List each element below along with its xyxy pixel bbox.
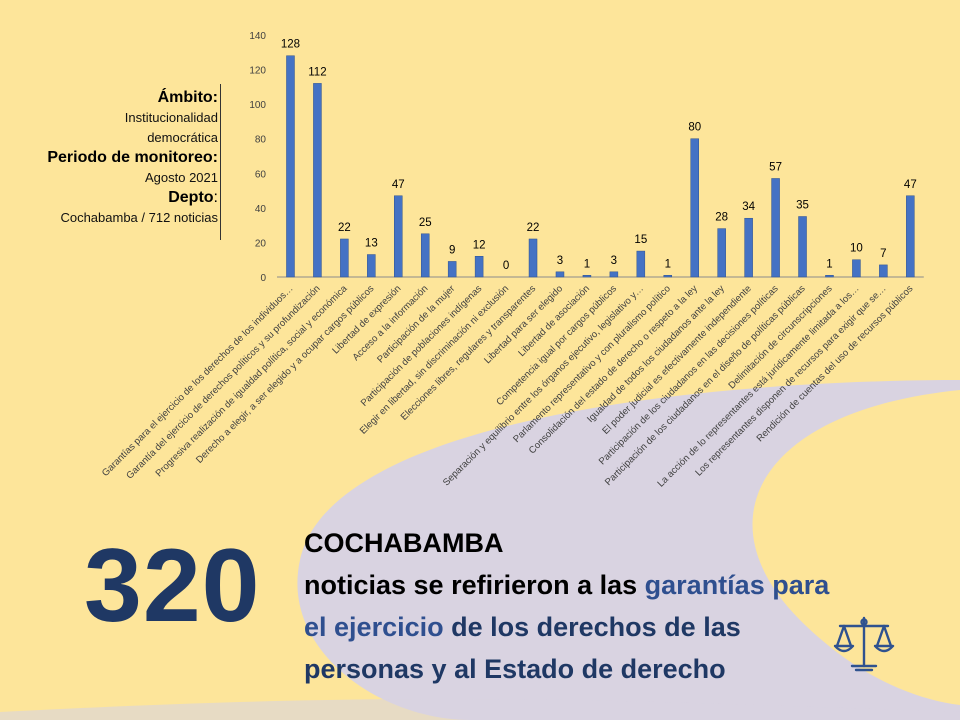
data-label: 34 xyxy=(742,201,755,213)
data-label: 22 xyxy=(338,222,351,234)
data-label: 25 xyxy=(419,217,432,229)
data-label: 13 xyxy=(365,238,378,250)
data-label: 35 xyxy=(796,200,809,212)
summary-line-2: el ejercicio de los derechos de las xyxy=(304,606,944,648)
summary-line-1-a: noticias se refirieron a las xyxy=(304,570,645,600)
x-tick-label: La acción de lo representantes está jurí… xyxy=(655,283,861,489)
bar xyxy=(798,216,807,278)
data-label: 3 xyxy=(611,255,617,267)
depto-value: Cochabamba / 712 noticias xyxy=(60,210,218,225)
summary-message: COCHABAMBA noticias se refirieron a las … xyxy=(304,522,944,690)
bar xyxy=(528,238,538,278)
bar xyxy=(474,256,484,278)
summary-line-1-b: garantías para xyxy=(644,570,830,600)
summary-line-1: noticias se refirieron a las garantías p… xyxy=(304,564,944,606)
depto-colon: : xyxy=(213,189,218,206)
x-tick-label: Garantías para el ejercicio de los derec… xyxy=(100,283,296,479)
data-label: 128 xyxy=(281,39,300,51)
data-label: 0 xyxy=(503,260,509,272)
x-tick-label: Derecho a elegir, a ser elegido y a ocup… xyxy=(194,283,377,466)
bar xyxy=(555,271,565,278)
bar xyxy=(367,254,376,278)
bar xyxy=(825,275,834,278)
y-tick-label: 100 xyxy=(249,100,266,111)
bar xyxy=(582,275,592,278)
summary-line-2-a: el xyxy=(304,612,335,642)
bar xyxy=(340,238,349,278)
data-label: 80 xyxy=(688,122,701,134)
x-tick-label: Garantía del ejercicio de derechos polít… xyxy=(124,283,322,481)
bar xyxy=(690,138,699,278)
info-divider xyxy=(220,84,221,240)
bar xyxy=(771,178,780,278)
bar xyxy=(663,275,673,278)
bar xyxy=(636,250,646,278)
summary-line-2-c: de los derechos de las xyxy=(451,612,741,642)
data-label: 3 xyxy=(557,255,563,267)
bar xyxy=(744,217,753,278)
bar xyxy=(879,264,888,278)
periodo-value: Agosto 2021 xyxy=(144,170,218,185)
summary-line-3: personas y al Estado de derecho xyxy=(304,654,726,684)
bar xyxy=(313,83,322,278)
y-tick-label: 0 xyxy=(260,273,266,284)
bar xyxy=(609,271,619,278)
bar xyxy=(717,228,726,278)
monitoring-info-panel: Ámbito: Institucionalidad democrática Pe… xyxy=(0,88,218,228)
y-tick-label: 80 xyxy=(255,135,267,146)
data-label: 22 xyxy=(527,222,540,234)
data-label: 9 xyxy=(449,244,455,256)
bar xyxy=(906,195,915,278)
data-label: 15 xyxy=(634,234,647,246)
periodo-label: Periodo de monitoreo: xyxy=(47,149,218,166)
data-label: 7 xyxy=(880,248,886,260)
y-tick-label: 120 xyxy=(249,66,266,77)
bar xyxy=(394,195,403,278)
scales-of-justice-icon xyxy=(833,616,895,672)
y-tick-label: 20 xyxy=(255,238,267,249)
y-tick-label: 140 xyxy=(249,31,266,42)
summary-city: COCHABAMBA xyxy=(304,528,504,558)
y-tick-label: 40 xyxy=(255,204,267,215)
data-label: 57 xyxy=(769,161,782,173)
depto-line: Depto: xyxy=(0,188,218,208)
ambito-label: Ámbito: xyxy=(157,89,218,106)
data-label: 10 xyxy=(850,243,863,255)
data-label: 47 xyxy=(904,179,917,191)
data-label: 28 xyxy=(715,212,728,224)
data-label: 12 xyxy=(473,239,486,251)
bar xyxy=(286,55,295,278)
data-label: 112 xyxy=(308,66,326,78)
big-number: 320 xyxy=(84,528,261,644)
summary-line-2-b: ejercicio xyxy=(334,612,452,642)
ambito-value: Institucionalidad democrática xyxy=(124,110,218,145)
bar xyxy=(852,259,861,278)
depto-label: Depto xyxy=(168,189,214,206)
x-tick-label: Progresiva realización de igualdad polít… xyxy=(154,283,350,479)
y-tick-label: 60 xyxy=(255,169,267,180)
data-label: 1 xyxy=(826,258,832,270)
data-label: 1 xyxy=(584,258,590,270)
data-label: 47 xyxy=(392,179,405,191)
bar xyxy=(447,261,457,278)
data-label: 1 xyxy=(665,258,671,270)
bar xyxy=(420,233,430,278)
